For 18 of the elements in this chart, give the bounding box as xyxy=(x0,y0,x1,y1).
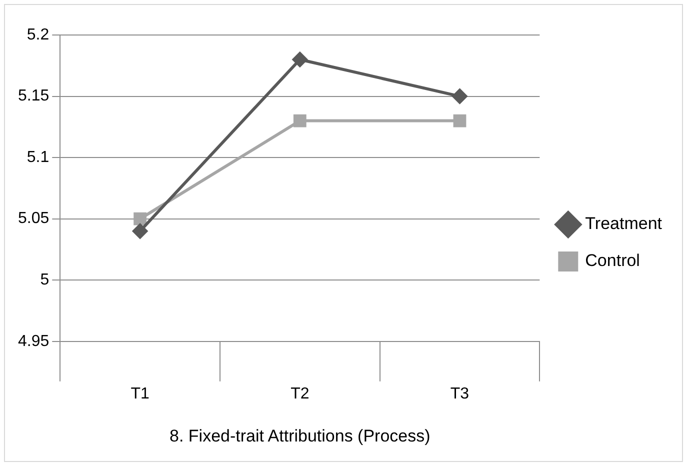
y-tick-label: 5 xyxy=(40,272,50,289)
x-tick-label: T2 xyxy=(290,385,310,402)
x-tick-label: T3 xyxy=(450,385,470,402)
y-tick-label: 5.15 xyxy=(18,88,50,105)
x-tick-label: T1 xyxy=(130,385,150,402)
y-tick-label: 5.05 xyxy=(18,210,50,228)
x-axis-title: 8. Fixed-trait Attributions (Process) xyxy=(170,426,430,446)
point xyxy=(134,212,147,226)
y-tick-label: 5.2 xyxy=(26,26,50,44)
point xyxy=(453,114,466,128)
point xyxy=(292,52,308,68)
y-tick-label: 5.1 xyxy=(26,148,50,166)
legend-label: Control xyxy=(585,251,640,270)
point xyxy=(132,224,148,239)
point xyxy=(293,114,306,128)
point xyxy=(452,88,468,104)
legend-label: Treatment xyxy=(585,214,662,234)
y-tick-label: 4.95 xyxy=(18,332,50,350)
